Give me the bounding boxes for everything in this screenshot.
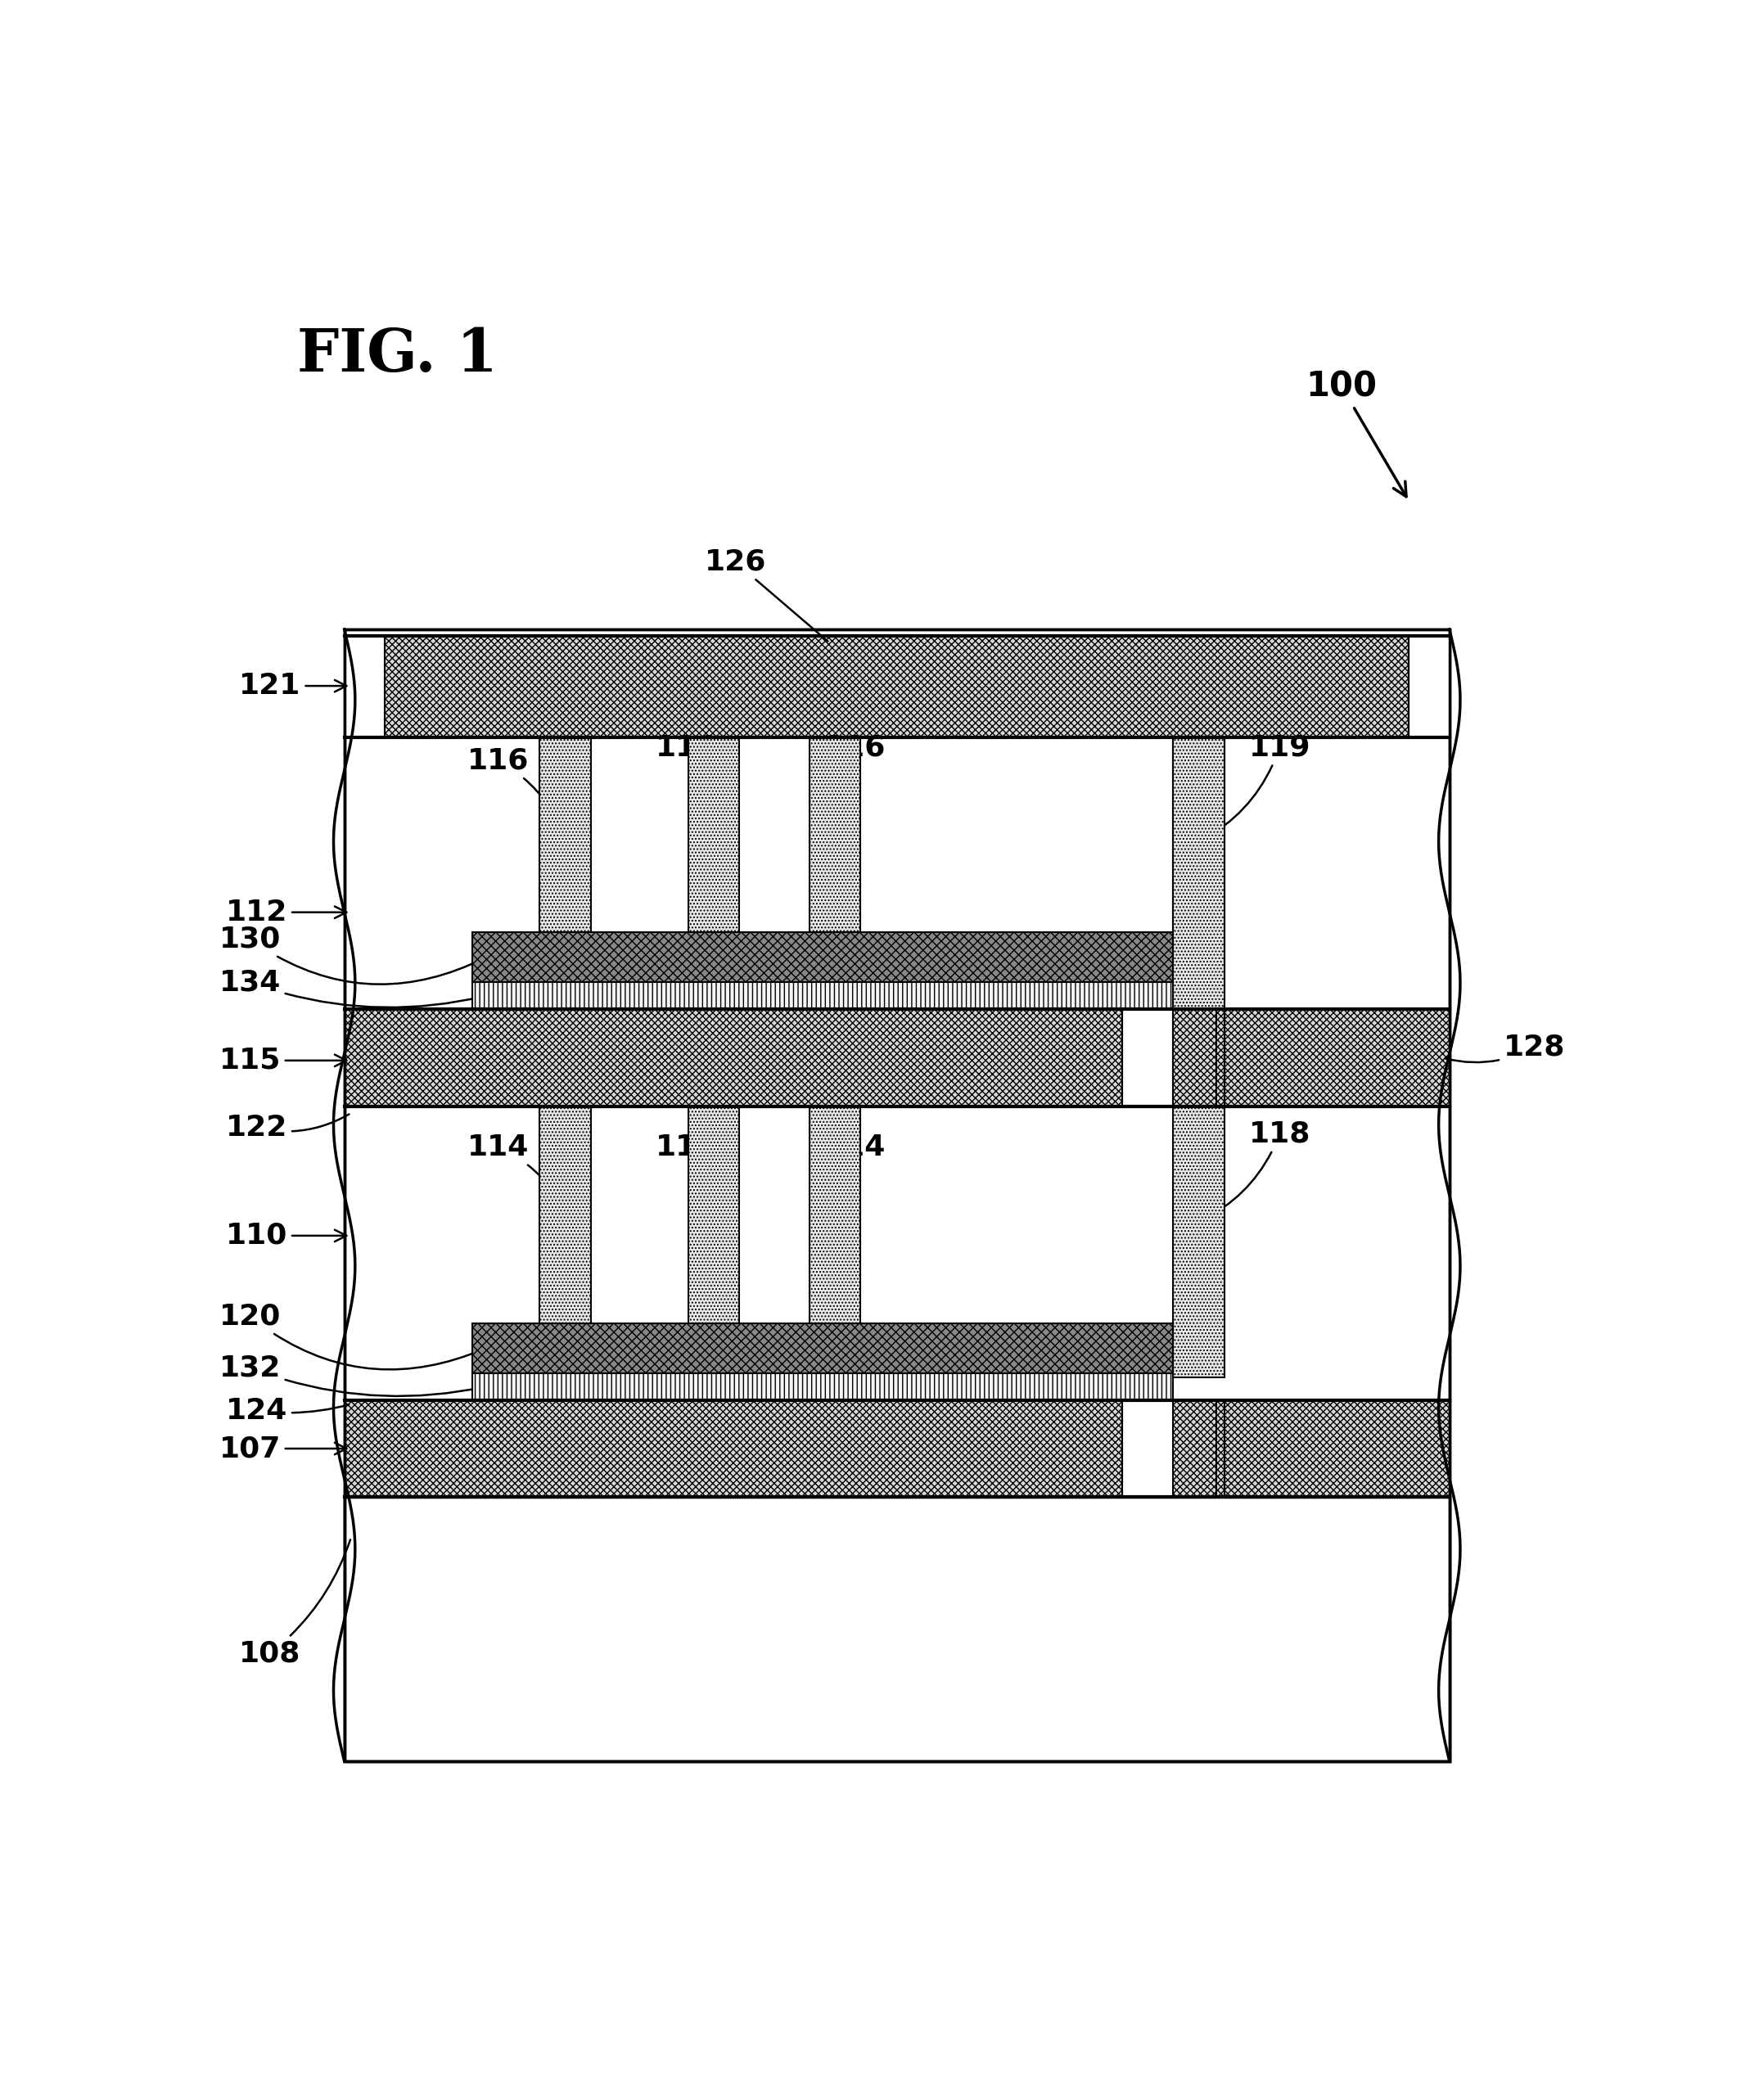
Bar: [1122, 1010, 1216, 1107]
Text: 110: 110: [226, 1222, 347, 1249]
Text: 128: 128: [1445, 1033, 1564, 1063]
Text: 112: 112: [226, 899, 347, 926]
Bar: [345, 1010, 1122, 1107]
Bar: [688, 737, 738, 1000]
Bar: [688, 1107, 738, 1378]
Bar: [1409, 636, 1449, 737]
Text: 121: 121: [240, 672, 346, 699]
Text: 115: 115: [219, 1046, 346, 1075]
Bar: [472, 1323, 1172, 1373]
Bar: [472, 983, 1172, 1010]
Bar: [1172, 1107, 1225, 1378]
Bar: [539, 737, 592, 1000]
Text: 114: 114: [467, 1134, 564, 1210]
Text: 114: 114: [824, 1134, 885, 1212]
Text: 100: 100: [1306, 370, 1407, 496]
Bar: [1172, 737, 1225, 1107]
Text: 126: 126: [704, 548, 828, 640]
Bar: [472, 1373, 1172, 1401]
Text: 116: 116: [467, 748, 565, 838]
Bar: [539, 1107, 592, 1378]
Text: 120: 120: [219, 1302, 483, 1369]
Bar: [345, 630, 1449, 1762]
Text: 118: 118: [1202, 1119, 1311, 1220]
Text: 114: 114: [656, 1134, 719, 1210]
Bar: [385, 636, 1409, 737]
Text: 130: 130: [219, 926, 483, 985]
Bar: [345, 636, 385, 737]
Bar: [1172, 1401, 1225, 1497]
Text: 116: 116: [656, 733, 721, 838]
Bar: [1172, 1010, 1225, 1107]
Bar: [1216, 1401, 1449, 1497]
Text: 116: 116: [824, 733, 885, 838]
Bar: [345, 1497, 1449, 1762]
Bar: [1216, 1010, 1449, 1107]
Bar: [345, 1401, 1122, 1497]
Text: 124: 124: [226, 1397, 348, 1424]
Text: 122: 122: [226, 1113, 348, 1142]
Bar: [345, 630, 1449, 1762]
Bar: [808, 1107, 861, 1378]
Bar: [1172, 737, 1225, 1000]
Text: 107: 107: [219, 1434, 346, 1462]
Text: 108: 108: [240, 1539, 350, 1667]
Bar: [808, 737, 861, 1000]
Text: 134: 134: [219, 968, 483, 1008]
Bar: [1122, 1401, 1216, 1497]
Bar: [472, 932, 1172, 983]
Text: FIG. 1: FIG. 1: [298, 326, 497, 384]
Text: 132: 132: [219, 1354, 483, 1396]
Text: 119: 119: [1202, 733, 1311, 840]
